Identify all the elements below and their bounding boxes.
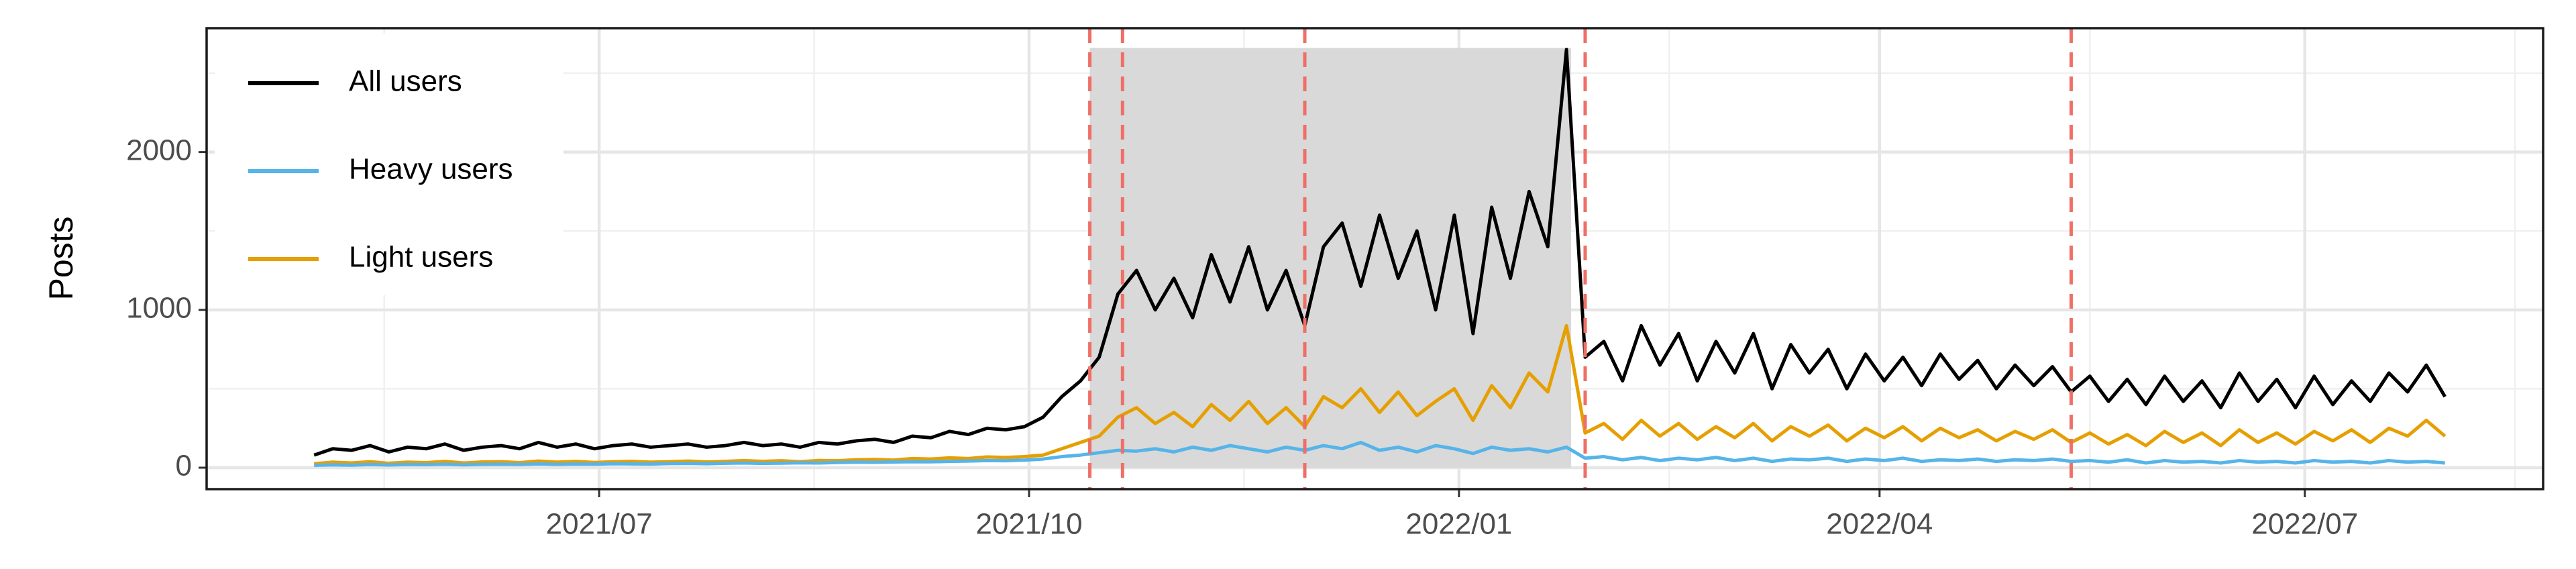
y-axis-label: Posts [42, 216, 80, 300]
panel-border [205, 27, 2544, 490]
legend-label: Heavy users [349, 153, 513, 186]
series-line [314, 440, 2445, 467]
legend-box [215, 34, 564, 295]
y-tick-label: 0 [176, 450, 192, 482]
series-line [313, 48, 2447, 457]
y-tick-label: 2000 [126, 134, 192, 166]
x-tick-label: 2021/10 [975, 508, 1082, 541]
x-tick-label: 2022/04 [1826, 508, 1933, 541]
legend-label: Light users [349, 241, 493, 274]
legend: All users Heavy users Light users [215, 34, 564, 295]
series-line [314, 323, 2447, 466]
legend-label: All users [349, 65, 462, 98]
shaded-period [1089, 48, 1572, 468]
x-tick-label: 2022/01 [1405, 508, 1512, 541]
x-tick-label: 2022/07 [2251, 508, 2358, 541]
x-tick-label: 2021/07 [546, 508, 653, 541]
y-tick-label: 1000 [126, 291, 192, 324]
